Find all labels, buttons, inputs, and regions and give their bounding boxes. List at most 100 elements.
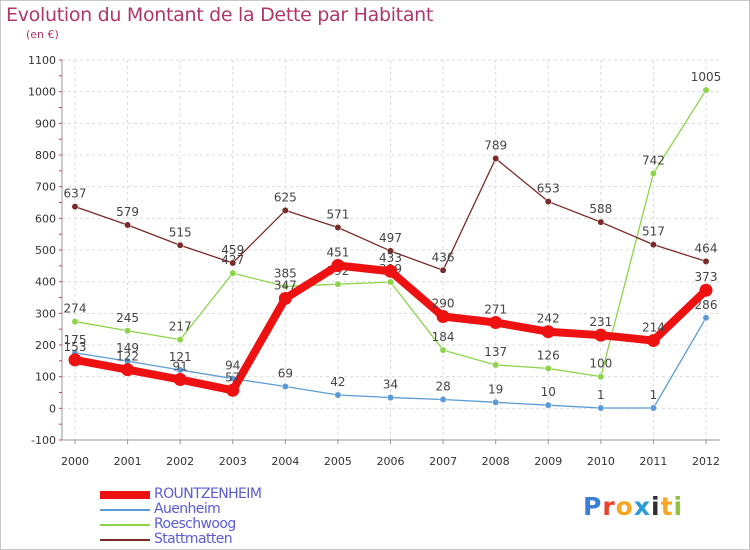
data-label: 433 bbox=[379, 251, 402, 265]
data-label: 451 bbox=[326, 246, 349, 260]
data-label: 175 bbox=[64, 333, 87, 347]
data-point bbox=[281, 282, 289, 290]
data-point bbox=[281, 383, 289, 390]
data-point bbox=[124, 221, 132, 229]
data-label: 121 bbox=[169, 350, 192, 364]
legend-label: Stattmatten bbox=[154, 531, 233, 547]
data-point bbox=[492, 155, 500, 162]
data-label: 126 bbox=[537, 348, 560, 362]
data-point bbox=[71, 203, 79, 211]
data-label: 517 bbox=[642, 225, 665, 239]
data-label: 571 bbox=[326, 208, 349, 222]
x-tick-label: 2009 bbox=[534, 455, 562, 468]
y-tick-label: 700 bbox=[35, 181, 56, 194]
data-point bbox=[334, 224, 342, 231]
data-point bbox=[597, 218, 605, 226]
x-tick-label: 2010 bbox=[587, 455, 615, 468]
data-label: 184 bbox=[432, 330, 455, 344]
data-label: 436 bbox=[432, 250, 455, 264]
x-tick-label: 2008 bbox=[482, 455, 510, 468]
data-label: 242 bbox=[537, 312, 560, 326]
legend-swatch bbox=[100, 491, 150, 499]
data-label: 274 bbox=[64, 302, 87, 316]
data-label: 347 bbox=[274, 278, 297, 292]
y-tick-label: 600 bbox=[35, 212, 56, 225]
data-point bbox=[702, 257, 710, 265]
legend-swatch bbox=[100, 509, 150, 511]
data-point bbox=[702, 314, 710, 322]
x-tick-label: 2002 bbox=[166, 455, 194, 468]
data-point bbox=[702, 86, 710, 94]
data-label: 91 bbox=[173, 360, 188, 374]
data-label: 34 bbox=[383, 378, 398, 392]
y-tick-label: 1000 bbox=[28, 86, 56, 99]
chart-subtitle: (en €) bbox=[26, 28, 59, 41]
chart-title: Evolution du Montant de la Dette par Hab… bbox=[6, 4, 434, 26]
data-point bbox=[68, 353, 82, 367]
data-label: 290 bbox=[432, 297, 455, 311]
data-label: 742 bbox=[642, 153, 665, 167]
x-tick-label: 2006 bbox=[377, 455, 405, 468]
data-point bbox=[594, 328, 608, 342]
logo-letter: t bbox=[660, 492, 674, 521]
data-label: 28 bbox=[435, 379, 450, 393]
y-tick-label: 0 bbox=[49, 402, 56, 415]
data-point bbox=[439, 396, 447, 403]
data-label: 10 bbox=[541, 385, 556, 399]
proxiti-logo: Proxiti bbox=[583, 492, 683, 521]
data-point bbox=[229, 269, 237, 277]
data-point bbox=[331, 259, 345, 273]
y-tick-label: 800 bbox=[35, 149, 56, 162]
data-point bbox=[649, 404, 657, 412]
data-label: 464 bbox=[695, 241, 718, 255]
y-tick-label: 400 bbox=[35, 276, 56, 289]
data-label: 286 bbox=[695, 298, 718, 312]
x-tick-label: 2011 bbox=[639, 455, 667, 468]
data-point bbox=[124, 327, 132, 335]
x-tick-label: 2005 bbox=[324, 455, 352, 468]
data-label: 459 bbox=[221, 243, 244, 257]
data-point bbox=[699, 283, 713, 297]
data-point bbox=[334, 391, 342, 399]
y-tick-label: 100 bbox=[35, 371, 56, 384]
data-label: 625 bbox=[274, 190, 297, 204]
data-label: 153 bbox=[64, 340, 87, 354]
data-label: 100 bbox=[589, 357, 612, 371]
data-point bbox=[597, 373, 605, 381]
data-point bbox=[281, 206, 289, 214]
data-point bbox=[71, 318, 79, 326]
data-point bbox=[544, 198, 552, 206]
data-label: 1 bbox=[597, 388, 605, 402]
data-label: 1 bbox=[650, 388, 658, 402]
x-tick-label: 2000 bbox=[61, 455, 89, 468]
logo-letter: i bbox=[673, 492, 684, 521]
data-point bbox=[544, 364, 552, 372]
data-point bbox=[229, 259, 237, 267]
data-point bbox=[492, 398, 500, 406]
y-tick-label: 200 bbox=[35, 339, 56, 352]
data-point bbox=[649, 169, 657, 177]
data-point bbox=[646, 334, 660, 348]
data-point bbox=[544, 401, 552, 409]
data-label: 94 bbox=[225, 359, 240, 373]
data-label: 373 bbox=[695, 270, 718, 284]
data-point bbox=[176, 336, 184, 344]
data-label: 588 bbox=[589, 202, 612, 216]
data-label: 1005 bbox=[691, 70, 722, 84]
data-label: 385 bbox=[274, 266, 297, 280]
logo-letter: x bbox=[633, 492, 651, 521]
data-label: 57 bbox=[225, 370, 240, 384]
logo-letter: r bbox=[602, 492, 616, 521]
data-label: 69 bbox=[278, 366, 293, 380]
data-label: 19 bbox=[488, 382, 503, 396]
data-point bbox=[439, 346, 447, 354]
data-point bbox=[541, 325, 555, 339]
data-label: 231 bbox=[589, 315, 612, 329]
logo-letter: o bbox=[615, 492, 634, 521]
data-label: 271 bbox=[484, 303, 507, 317]
data-point bbox=[387, 247, 394, 255]
x-tick-label: 2007 bbox=[429, 455, 457, 468]
data-point bbox=[176, 241, 184, 249]
legend-label: ROUNTZENHEIM bbox=[154, 486, 262, 502]
data-point bbox=[649, 241, 657, 249]
